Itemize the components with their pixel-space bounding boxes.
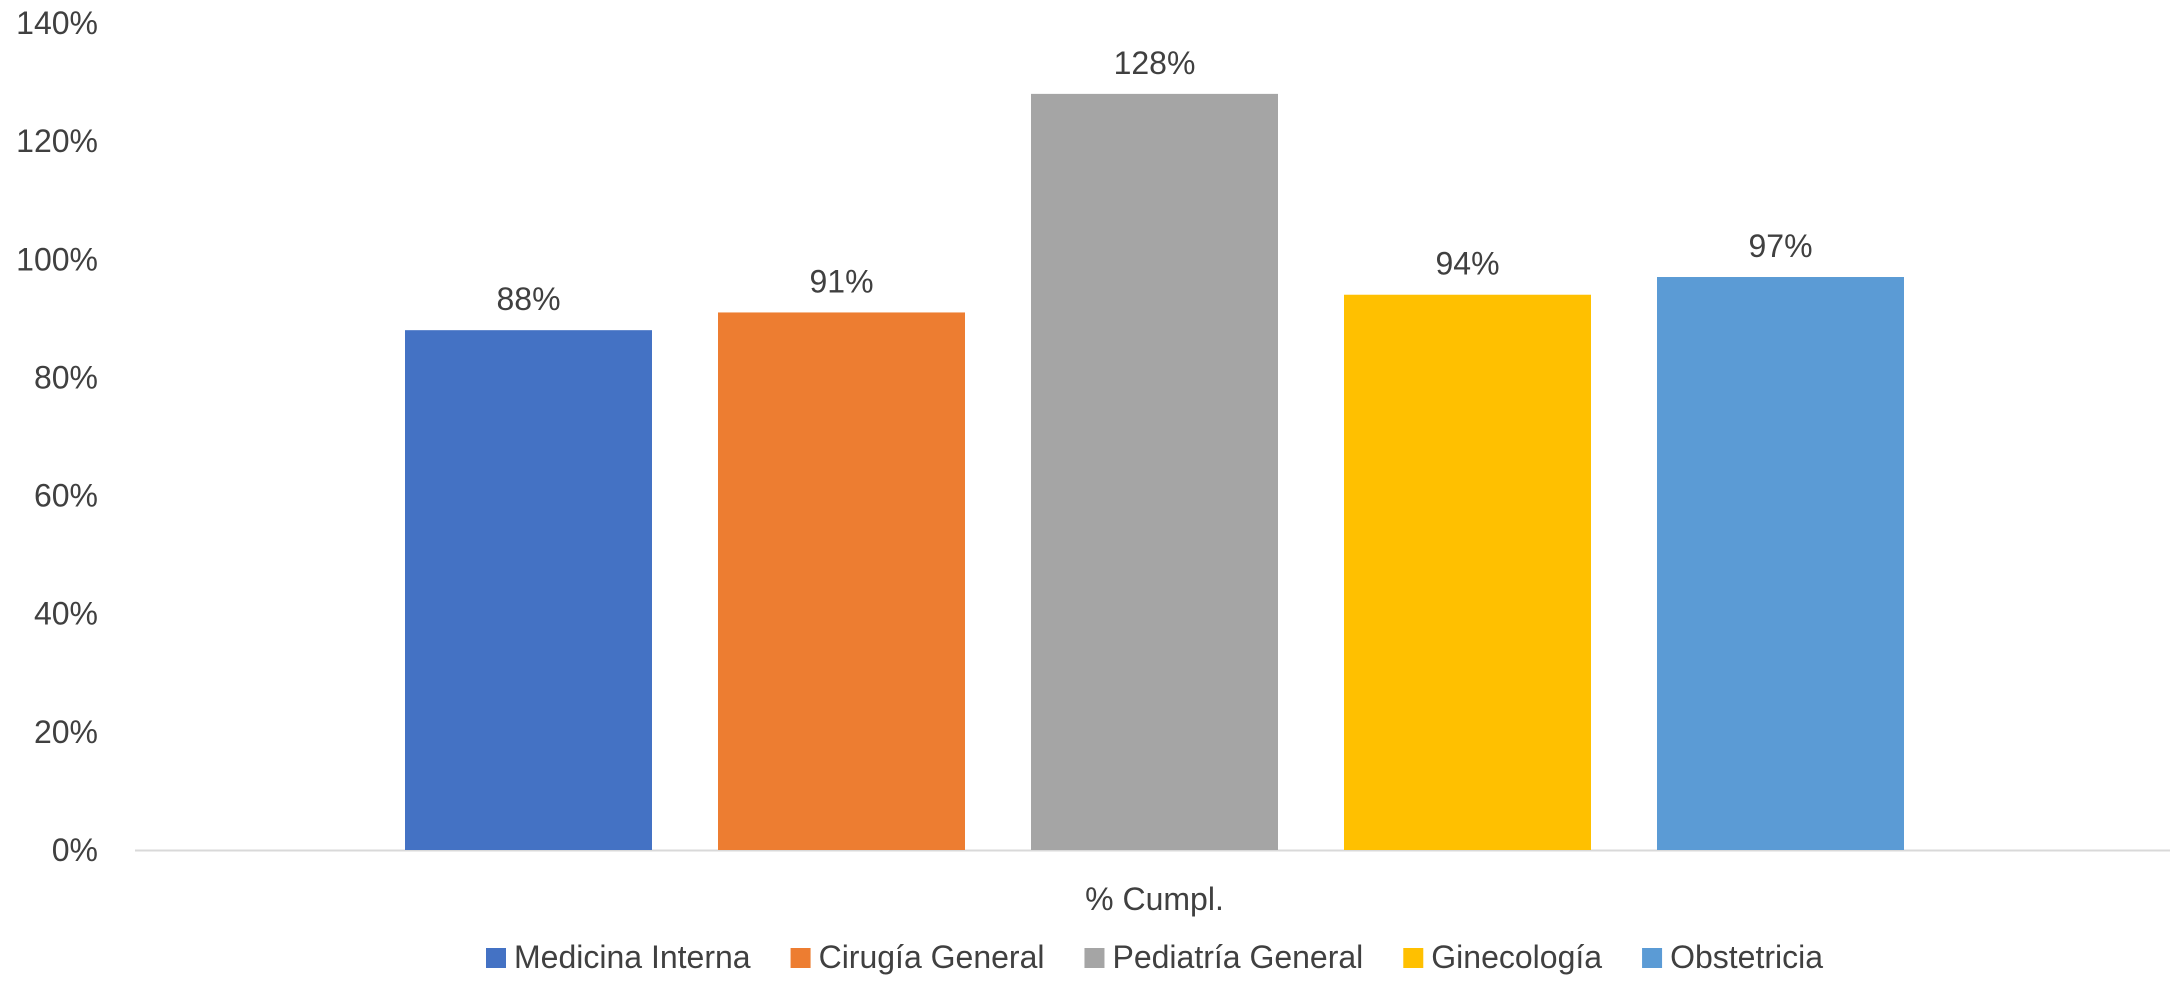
- bar-1: [718, 312, 965, 850]
- legend-item-3: Ginecología: [1403, 939, 1602, 975]
- data-label-2: 128%: [1114, 45, 1196, 81]
- bar-series: [405, 93, 1904, 851]
- y-tick-label: 140%: [16, 5, 98, 41]
- category-label: % Cumpl.: [1085, 881, 1224, 917]
- legend-label-1: Cirugía General: [819, 939, 1045, 975]
- data-labels: 88% 91% 128% 94% 97%: [496, 45, 1812, 317]
- legend-label-0: Medicina Interna: [514, 939, 751, 975]
- bar-3: [1344, 294, 1591, 850]
- data-label-3: 94%: [1435, 246, 1499, 282]
- legend-label-3: Ginecología: [1431, 939, 1602, 975]
- legend-swatch-4: [1642, 948, 1663, 968]
- bar-2: [1031, 93, 1278, 850]
- data-label-0: 88%: [496, 281, 560, 317]
- y-tick-label: 40%: [34, 596, 98, 632]
- x-axis-categories: % Cumpl.: [1085, 881, 1224, 917]
- legend-item-2: Pediatría General: [1084, 939, 1363, 975]
- legend-label-4: Obstetricia: [1670, 939, 1823, 975]
- data-label-1: 91%: [809, 263, 873, 299]
- y-tick-label: 60%: [34, 478, 98, 514]
- bar-4: [1657, 277, 1904, 850]
- y-tick-label: 80%: [34, 359, 98, 395]
- legend-swatch-3: [1403, 948, 1424, 968]
- legend-swatch-0: [486, 948, 506, 968]
- legend-swatch-2: [1084, 948, 1105, 968]
- legend: Medicina Interna Cirugía General Pediatría…: [486, 939, 1823, 975]
- y-tick-label: 100%: [16, 241, 98, 277]
- bar-0: [405, 330, 652, 851]
- y-tick-label: 20%: [34, 714, 98, 750]
- y-tick-label: 0%: [52, 832, 98, 868]
- legend-item-1: Cirugía General: [790, 939, 1045, 975]
- legend-swatch-1: [790, 948, 811, 968]
- legend-label-2: Pediatría General: [1112, 939, 1363, 975]
- y-tick-label: 120%: [16, 123, 98, 159]
- legend-item-0: Medicina Interna: [486, 939, 751, 975]
- y-axis-ticks: 0% 20% 40% 60% 80% 100% 120% 140%: [16, 5, 98, 868]
- legend-item-4: Obstetricia: [1642, 939, 1823, 975]
- data-label-4: 97%: [1748, 228, 1812, 264]
